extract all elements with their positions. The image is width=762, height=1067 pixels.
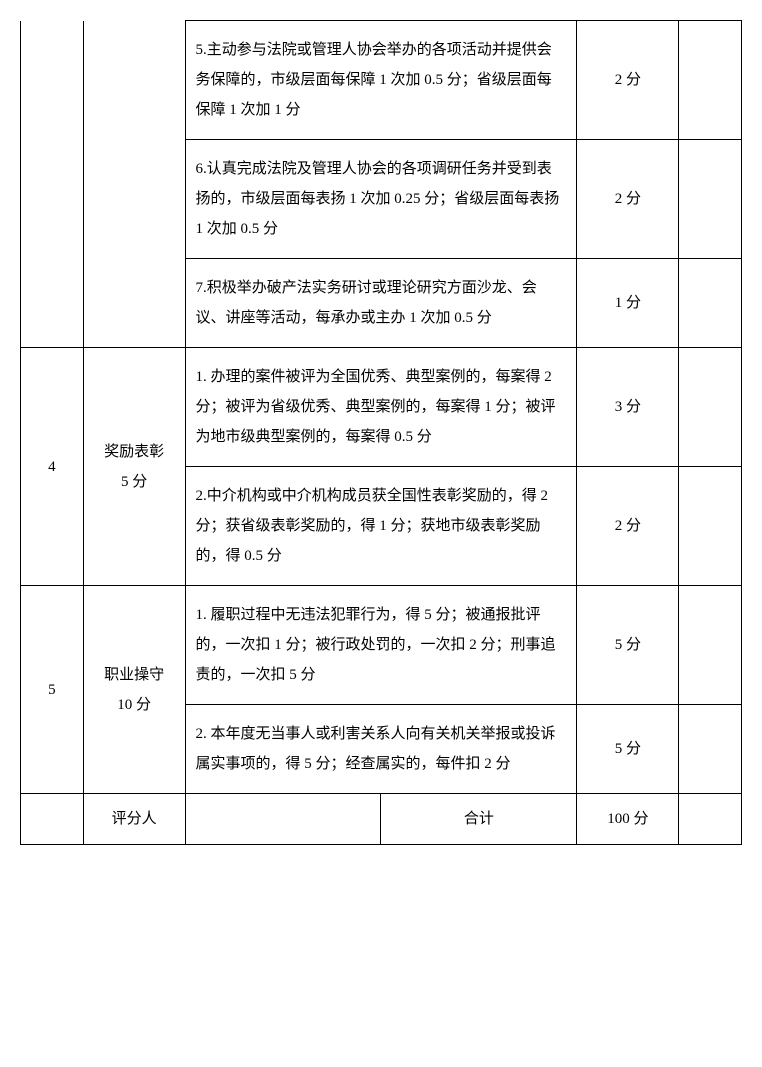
row-blank (679, 259, 742, 348)
row-score: 2 分 (577, 21, 679, 140)
row-blank (679, 705, 742, 794)
row-blank (679, 586, 742, 705)
row-description: 1. 办理的案件被评为全国优秀、典型案例的，每案得 2 分；被评为省级优秀、典型… (185, 348, 577, 467)
row-score: 1 分 (577, 259, 679, 348)
row-number: 5 (21, 586, 84, 794)
table-row: 4 奖励表彰 5 分 1. 办理的案件被评为全国优秀、典型案例的，每案得 2 分… (21, 348, 742, 467)
footer-row: 评分人 合计 100 分 (21, 794, 742, 845)
footer-blank (21, 794, 84, 845)
row-score: 2 分 (577, 140, 679, 259)
row-blank (679, 21, 742, 140)
row-description: 6.认真完成法院及管理人协会的各项调研任务并受到表扬的，市级层面每表扬 1 次加… (185, 140, 577, 259)
row-score: 5 分 (577, 705, 679, 794)
footer-blank-end (679, 794, 742, 845)
row-description: 5.主动参与法院或管理人协会举办的各项活动并提供会务保障的，市级层面每保障 1 … (185, 21, 577, 140)
row-category: 职业操守 10 分 (83, 586, 185, 794)
row-blank (679, 467, 742, 586)
total-score: 100 分 (577, 794, 679, 845)
footer-desc-blank (185, 794, 381, 845)
row-description: 2. 本年度无当事人或利害关系人向有关机关举报或投诉属实事项的，得 5 分；经查… (185, 705, 577, 794)
row-category (83, 21, 185, 348)
row-score: 3 分 (577, 348, 679, 467)
row-description: 1. 履职过程中无违法犯罪行为，得 5 分；被通报批评的，一次扣 1 分；被行政… (185, 586, 577, 705)
table-row: 5 职业操守 10 分 1. 履职过程中无违法犯罪行为，得 5 分；被通报批评的… (21, 586, 742, 705)
row-blank (679, 348, 742, 467)
scoring-table: 5.主动参与法院或管理人协会举办的各项活动并提供会务保障的，市级层面每保障 1 … (20, 20, 742, 845)
row-description: 7.积极举办破产法实务研讨或理论研究方面沙龙、会议、讲座等活动，每承办或主办 1… (185, 259, 577, 348)
reviewer-label: 评分人 (83, 794, 185, 845)
row-number (21, 21, 84, 348)
row-score: 2 分 (577, 467, 679, 586)
row-description: 2.中介机构或中介机构成员获全国性表彰奖励的，得 2 分；获省级表彰奖励的，得 … (185, 467, 577, 586)
total-label: 合计 (381, 794, 577, 845)
row-number: 4 (21, 348, 84, 586)
row-score: 5 分 (577, 586, 679, 705)
row-category: 奖励表彰 5 分 (83, 348, 185, 586)
row-blank (679, 140, 742, 259)
table-row: 5.主动参与法院或管理人协会举办的各项活动并提供会务保障的，市级层面每保障 1 … (21, 21, 742, 140)
